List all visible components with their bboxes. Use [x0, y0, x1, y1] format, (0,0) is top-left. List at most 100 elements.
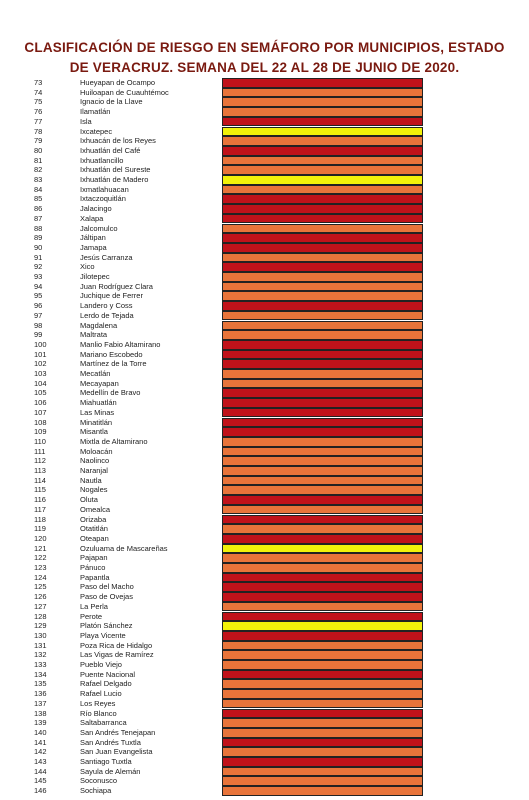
risk-color-cell [222, 727, 423, 738]
row-number: 122 [34, 553, 47, 563]
row-number: 120 [34, 533, 47, 543]
municipality-name: Oteapan [80, 533, 109, 543]
risk-color-cell [222, 737, 423, 748]
row-number: 103 [34, 369, 47, 378]
table-row: 136 Rafael Lucio [0, 689, 529, 699]
table-row: 126 Paso de Ovejas [0, 592, 529, 602]
municipality-name: Paso de Ovejas [80, 592, 133, 602]
row-number: 118 [34, 514, 46, 524]
row-number: 93 [34, 272, 43, 281]
row-number: 83 [34, 175, 43, 184]
municipality-name: Ozuluama de Mascareñas [80, 543, 168, 553]
risk-color-cell [222, 87, 423, 98]
municipality-name: Mixtla de Altamirano [80, 436, 148, 446]
row-number: 87 [34, 213, 43, 223]
municipality-name: Platón Sánchez [80, 621, 133, 631]
risk-color-cell [222, 776, 423, 787]
table-row: 87 Xalapa [0, 213, 529, 224]
municipality-name: Maltrata [80, 330, 108, 340]
table-row: 93 Jilotepec [0, 272, 529, 282]
row-number: 138 [34, 708, 47, 718]
risk-color-cell [222, 786, 423, 796]
row-number: 108 [34, 417, 47, 427]
row-number: 89 [34, 233, 43, 243]
municipality-name: Misantla [80, 427, 108, 437]
row-number: 97 [34, 310, 43, 320]
table-row: 98 Magdalena [0, 320, 529, 331]
row-number: 116 [34, 495, 46, 505]
row-number: 141 [34, 737, 47, 747]
risk-color-cell [222, 601, 423, 612]
table-row: 95 Juchique de Ferrer [0, 291, 529, 302]
row-number: 139 [34, 718, 47, 728]
table-row: 82 Ixhuatlán del Sureste [0, 165, 529, 175]
risk-color-cell [222, 194, 423, 205]
municipality-name: Poza Rica de Hidalgo [80, 640, 153, 650]
table-row: 130 Playa Vicente [0, 630, 529, 641]
risk-color-cell [222, 572, 423, 583]
risk-color-cell [222, 398, 423, 408]
table-row: 123 Pánuco [0, 563, 529, 573]
row-number: 111 [34, 446, 46, 456]
table-row: 97 Lerdo de Tejada [0, 310, 529, 321]
risk-color-cell [222, 155, 423, 166]
row-number: 136 [34, 689, 47, 699]
row-number: 79 [34, 136, 43, 146]
table-row: 144 Sayula de Alemán [0, 766, 529, 777]
table-row: 127 La Perla [0, 601, 529, 612]
risk-color-cell [222, 485, 423, 496]
table-row: 128 Perote [0, 611, 529, 622]
row-number: 133 [34, 660, 47, 669]
row-number: 109 [34, 427, 47, 437]
table-row: 142 San Juan Evangelista [0, 747, 529, 757]
row-number: 131 [34, 640, 47, 650]
table-row: 116 Oluta [0, 495, 529, 505]
risk-color-cell [222, 359, 423, 369]
municipality-name: Mecatlán [80, 369, 111, 378]
municipality-name: Saltabarranca [80, 718, 127, 728]
table-row: 121 Ozuluama de Mascareñas [0, 543, 529, 554]
table-row: 94 Juan Rodríguez Clara [0, 281, 529, 292]
municipality-name: Naolinco [80, 456, 110, 466]
risk-color-cell [222, 466, 423, 476]
risk-color-cell [222, 504, 423, 515]
risk-color-cell [222, 669, 423, 680]
risk-color-cell [222, 495, 423, 505]
table-row: 117 Omealca [0, 504, 529, 515]
municipality-name: Soconusco [80, 776, 118, 786]
municipality-name: Sayula de Alemán [80, 766, 141, 776]
row-number: 80 [34, 145, 43, 155]
municipality-name: Sochiapa [80, 786, 112, 796]
municipality-name: Santiago Tuxtla [80, 757, 132, 766]
municipality-name: Juchique de Ferrer [80, 291, 143, 301]
table-row: 132 Las Vigas de Ramírez [0, 650, 529, 660]
row-number: 115 [34, 485, 46, 495]
risk-color-cell [222, 660, 423, 670]
municipality-name: Jesús Carranza [80, 252, 133, 262]
risk-color-cell [222, 291, 423, 302]
table-row: 146 Sochiapa [0, 786, 529, 796]
row-number: 132 [34, 650, 47, 660]
municipality-name: Mecayapan [80, 378, 119, 388]
table-row: 74 Huiloapan de Cuauhtémoc [0, 87, 529, 98]
risk-color-cell [222, 621, 423, 631]
row-number: 114 [34, 475, 46, 485]
row-number: 146 [34, 786, 47, 796]
municipality-name: Oluta [80, 495, 98, 505]
row-number: 119 [34, 524, 46, 534]
row-number: 124 [34, 572, 47, 582]
risk-color-cell [222, 630, 423, 641]
row-number: 135 [34, 679, 47, 689]
table-row: 77 Isla [0, 116, 529, 127]
row-number: 142 [34, 747, 47, 757]
row-number: 143 [34, 757, 47, 766]
table-row: 92 Xico [0, 262, 529, 272]
row-number: 129 [34, 621, 47, 631]
table-row: 88 Jalcomulco [0, 223, 529, 234]
municipality-name: Orizaba [80, 514, 107, 524]
risk-color-cell [222, 611, 423, 622]
municipality-name: Huiloapan de Cuauhtémoc [80, 87, 169, 97]
risk-color-cell [222, 349, 423, 360]
municipality-name: Ixhuatlán de Madero [80, 175, 149, 184]
